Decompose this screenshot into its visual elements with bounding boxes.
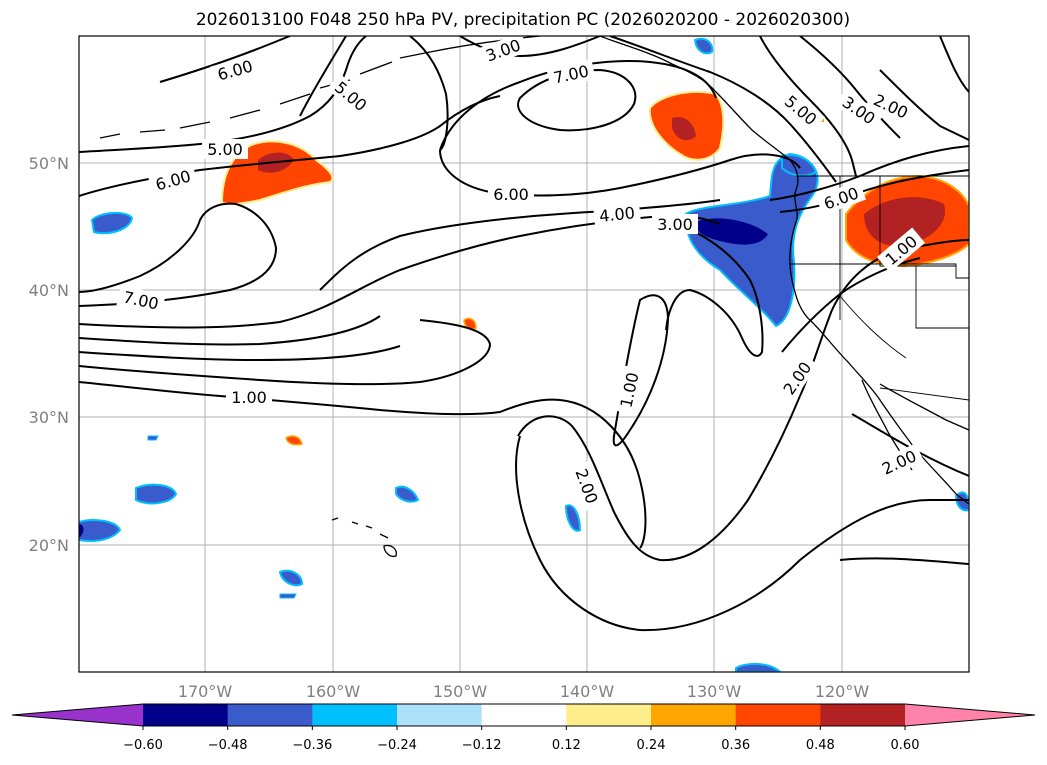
border-state-3 — [915, 266, 969, 329]
pv-contour-15 — [409, 36, 449, 151]
precip-positive-bc-core — [672, 116, 696, 141]
precip-negative-3-core — [79, 524, 84, 538]
precip-negative-4 — [395, 485, 420, 503]
border-state-6 — [839, 295, 907, 359]
pv-contour-20 — [879, 69, 969, 141]
pv-label: 4.00 — [598, 203, 635, 226]
colorbar-segment — [143, 704, 229, 726]
pv-contour-21 — [659, 217, 764, 357]
colorbar-tick-label: 0.24 — [637, 738, 666, 753]
lat-label: 50°N — [29, 154, 69, 173]
precip-negative-3 — [79, 519, 122, 542]
pv-contour-16 — [459, 36, 601, 58]
lat-label: 40°N — [29, 281, 69, 300]
colorbar-tick-label: 0.36 — [721, 738, 750, 753]
colorbar-segment — [227, 704, 313, 726]
coastline-alaska — [599, 36, 791, 161]
pv-contour-18 — [759, 36, 857, 177]
colorbar-segment — [651, 704, 737, 726]
colorbar-segment — [566, 704, 652, 726]
precip-fills — [79, 37, 969, 672]
precip-negative-5 — [564, 504, 582, 532]
lat-label: 20°N — [29, 536, 69, 555]
colorbar-tick-label: 0.12 — [552, 738, 581, 753]
pv-contour-19 — [799, 36, 901, 139]
pv-contour-3 — [79, 345, 401, 362]
pv-contour-31 — [939, 36, 969, 93]
precip-negative-7 — [693, 37, 714, 55]
map-panel: 6.00 5.00 3.00 7.00 5.00 3.00 2.00 5.00 … — [79, 36, 969, 672]
pv-contour-27 — [851, 413, 969, 477]
pv-contour-14 — [439, 149, 801, 197]
colorbar: −0.60 −0.48 −0.36 −0.24 −0.12 0.12 0.24 0.36 0.4… — [11, 703, 1036, 753]
colorbar-extend-left — [12, 704, 143, 726]
colorbar-tick-label: −0.24 — [377, 738, 417, 753]
latitude-labels: 50°N 40°N 30°N 20°N — [29, 154, 69, 555]
pv-contour-7 — [319, 199, 721, 291]
colorbar-segment — [397, 704, 483, 726]
pv-contour-26 — [839, 557, 969, 565]
pv-contour-1 — [79, 381, 647, 549]
pv-label: 1.00 — [231, 388, 267, 407]
colorbar-segment — [481, 704, 567, 726]
pv-contour-25 — [799, 239, 969, 397]
hawaii-islands — [331, 517, 397, 558]
precip-positive-small-2 — [285, 435, 303, 446]
alaska-peninsula — [429, 36, 541, 53]
pv-contour-6 — [79, 202, 278, 307]
precip-negative-6 — [278, 569, 304, 587]
lon-label: 130°W — [687, 682, 742, 701]
pv-contour-24 — [515, 435, 969, 632]
pv-label: 3.00 — [657, 215, 693, 234]
colorbar-tick-label: −0.48 — [208, 738, 248, 753]
pv-contour-11 — [299, 36, 347, 117]
pv-contour-labels: 6.00 5.00 3.00 7.00 5.00 3.00 2.00 5.00 … — [116, 36, 926, 512]
pv-contour-17 — [609, 36, 837, 183]
precip-negative-core — [695, 218, 768, 245]
lon-label: 160°W — [306, 682, 361, 701]
precip-negative-8 — [735, 662, 782, 672]
lon-label: 170°W — [178, 682, 233, 701]
precip-negative-10 — [147, 435, 159, 441]
pv-contour-2 — [79, 319, 492, 386]
lon-label: 150°W — [433, 682, 488, 701]
longitude-labels: 170°W 160°W 150°W 140°W 130°W 120°W — [178, 682, 870, 701]
precip-positive-inland-core — [864, 197, 946, 247]
pv-contour-4 — [79, 315, 381, 346]
figure-title: 2026013100 F048 250 hPa PV, precipitatio… — [196, 10, 850, 30]
lon-label: 140°W — [560, 682, 615, 701]
colorbar-segment — [735, 704, 821, 726]
precip-negative-1 — [90, 212, 134, 235]
border-us-mexico — [879, 387, 969, 401]
precip-negative-11 — [279, 593, 297, 599]
pv-contour-23 — [517, 395, 801, 562]
precip-negative-2 — [135, 483, 178, 505]
lat-label: 30°N — [29, 408, 69, 427]
colorbar-segment — [820, 704, 906, 726]
pv-contour-9 — [79, 36, 367, 153]
pv-contour-10 — [159, 36, 291, 83]
pv-label: 6.00 — [493, 185, 529, 204]
colorbar-tick-label: 0.60 — [891, 738, 920, 753]
colorbar-segment — [312, 704, 398, 726]
colorbar-segments — [12, 704, 1035, 726]
colorbar-extend-right — [905, 704, 1035, 726]
lon-label: 120°W — [815, 682, 870, 701]
precip-positive-small-1 — [463, 317, 477, 331]
pv-label: 5.00 — [207, 140, 243, 159]
border-state-2 — [879, 176, 956, 267]
coastline-bc — [789, 159, 799, 223]
colorbar-ticks: −0.60 −0.48 −0.36 −0.24 −0.12 0.12 0.24 0.36 0.4… — [123, 726, 919, 753]
colorbar-tick-label: 0.48 — [806, 738, 835, 753]
colorbar-tick-label: −0.60 — [123, 738, 163, 753]
coastline-mexico-gulf — [879, 383, 969, 431]
pv-contour-30 — [769, 145, 969, 201]
colorbar-tick-label: −0.12 — [462, 738, 502, 753]
map-frame — [78, 35, 970, 673]
colorbar-tick-label: −0.36 — [292, 738, 332, 753]
